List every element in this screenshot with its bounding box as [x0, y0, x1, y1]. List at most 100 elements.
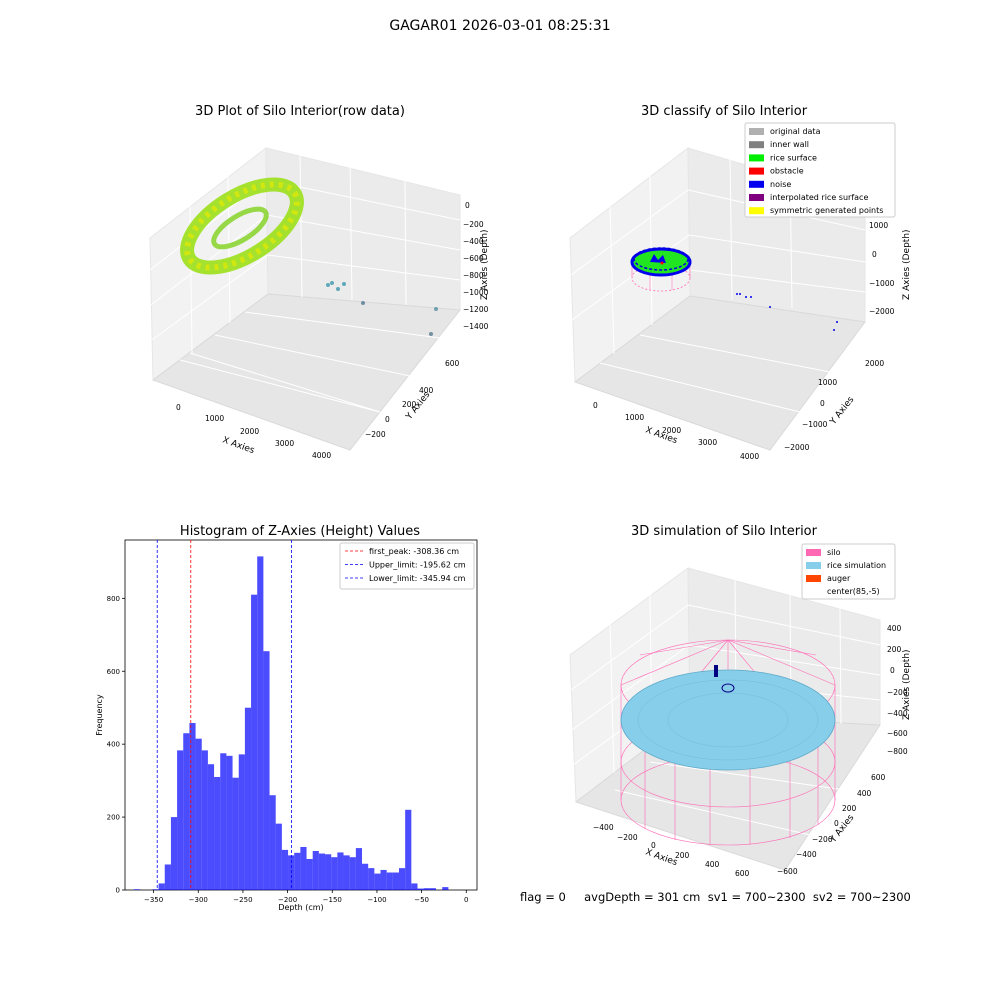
sim-ztick: −800 — [887, 747, 908, 756]
legend-swatch — [749, 141, 764, 149]
histogram-bar — [152, 889, 159, 890]
raw-xtick: 3000 — [275, 439, 294, 448]
raw-zlabel: Z Axies (Depth) — [480, 229, 490, 300]
classify-ztick: 1000 — [869, 221, 888, 230]
histogram-bar — [189, 723, 196, 890]
histogram-yticks: 0 200 400 600 800 — [107, 595, 125, 895]
legend-label: Upper_limit: -195.62 cm — [369, 561, 466, 570]
histogram-bar — [349, 857, 356, 890]
sim-ztick: 400 — [887, 624, 902, 633]
sim-ztick: 200 — [887, 645, 902, 654]
histogram-bar — [257, 556, 264, 890]
histogram-ytick-label: 0 — [116, 887, 120, 895]
raw-xtick: 0 — [176, 403, 181, 412]
sim-xtick: −400 — [593, 823, 614, 832]
raw-ztick: −200 — [463, 220, 484, 229]
sim-ylabel: Y Axies — [828, 813, 857, 846]
histogram-bars — [133, 556, 449, 890]
legend-label: center(85,-5) — [827, 587, 880, 596]
raw-xlabel: X Axies — [221, 435, 256, 456]
histogram-bar — [411, 883, 418, 890]
raw-xtick: 2000 — [240, 427, 259, 436]
sim-xtick: 0 — [651, 841, 656, 850]
classify-xtick: 4000 — [740, 452, 759, 461]
classify-xtick: 0 — [593, 401, 598, 410]
raw-ztick: −800 — [463, 271, 484, 280]
sim-ztick: −200 — [887, 688, 908, 697]
rice-simulation-surface — [620, 669, 836, 771]
legend-label: auger — [827, 574, 851, 583]
histogram-bar — [429, 888, 436, 890]
legend-swatch — [749, 194, 764, 201]
histogram-bar — [331, 857, 338, 890]
histogram-bar — [177, 750, 184, 890]
histogram-bar — [201, 750, 208, 890]
legend-swatch — [806, 588, 821, 595]
raw-ytick: −200 — [365, 430, 386, 439]
sim-ytick: 0 — [834, 819, 839, 828]
histogram-xtick-label: 0 — [464, 896, 468, 904]
sim-ytick: −400 — [796, 850, 817, 859]
classify-ztick: −1000 — [869, 279, 895, 288]
legend-swatch — [749, 128, 764, 135]
histogram-bar — [170, 817, 178, 890]
histogram-bar — [380, 869, 387, 890]
classify-ytick: 2000 — [865, 359, 884, 368]
classify-ztick: −2000 — [869, 307, 895, 316]
classify-plot-title: 3D classify of Silo Interior — [640, 104, 808, 119]
simulation-plot-title: 3D simulation of Silo Interior — [631, 524, 817, 539]
legend-label: first_peak: -308.36 cm — [369, 547, 459, 556]
histogram-bar — [133, 889, 141, 890]
legend-label: symmetric generated points — [770, 206, 883, 215]
figure-suptitle: GAGAR01 2026-03-01 08:25:31 — [389, 18, 611, 34]
sim-xtick: 200 — [675, 851, 690, 860]
classify-ytick: 0 — [820, 399, 825, 408]
simulation-3d-plot: −400 −200 0 200 400 600 600 400 200 0 −2… — [569, 543, 912, 878]
sim-ytick: −600 — [777, 867, 798, 876]
histogram-xtick-label: −150 — [323, 896, 342, 904]
histogram-bar — [281, 849, 289, 890]
classify-xtick: 2000 — [662, 426, 681, 435]
histogram-xtick-label: −350 — [144, 896, 163, 904]
histogram-bar — [423, 888, 430, 890]
histogram-bar — [374, 873, 381, 890]
legend-label: interpolated rice surface — [770, 193, 868, 202]
histogram-bar — [226, 755, 233, 890]
raw-ztick: −400 — [463, 237, 484, 246]
histogram-bar — [263, 651, 270, 890]
histogram-bar — [318, 853, 326, 890]
histogram-bar — [300, 846, 307, 890]
histogram-bar — [220, 753, 227, 890]
histogram-bar — [386, 872, 393, 890]
status-info-line: flag = 0 avgDepth = 301 cm sv1 = 700~230… — [520, 890, 911, 904]
histogram-bar — [244, 707, 252, 890]
sim-xtick: −200 — [617, 833, 638, 842]
raw-ztick: −1000 — [463, 288, 489, 297]
histogram-ytick-label: 600 — [107, 668, 120, 676]
histogram-bar — [405, 809, 412, 890]
sim-ytick: 200 — [842, 804, 857, 813]
histogram-ytick-label: 800 — [107, 595, 120, 603]
classify-ytick: 1000 — [818, 378, 837, 387]
classify-zlabel: Z Axies (Depth) — [902, 229, 912, 300]
raw-ztick: −1400 — [463, 322, 489, 331]
histogram-xticks: −350 −300 −250 −200 −150 −100 −50 0 — [144, 890, 469, 904]
histogram-bar — [417, 888, 424, 890]
histogram-bar — [232, 777, 239, 890]
classify-ztick: 0 — [872, 250, 877, 259]
histogram-bar — [368, 868, 375, 890]
raw-ytick: 0 — [385, 415, 390, 424]
classify-legend: original data inner wall rice surface obsta… — [744, 122, 896, 218]
simulation-legend: silo rice simulation auger center(85,-5) — [801, 543, 896, 600]
legend-label: silo — [827, 548, 841, 557]
legend-swatch — [806, 562, 821, 569]
histogram-bar — [337, 852, 344, 890]
legend-label: rice simulation — [827, 561, 886, 570]
sim-xtick: 600 — [735, 869, 750, 878]
raw-3d-plot: 0 1000 2000 3000 4000 600 400 200 0 −200… — [149, 146, 490, 460]
histogram-bar — [442, 887, 449, 890]
histogram-bar — [214, 776, 221, 890]
histogram-ytick-label: 400 — [107, 741, 120, 749]
legend-label: obstacle — [770, 167, 804, 176]
legend-swatch — [749, 207, 764, 215]
